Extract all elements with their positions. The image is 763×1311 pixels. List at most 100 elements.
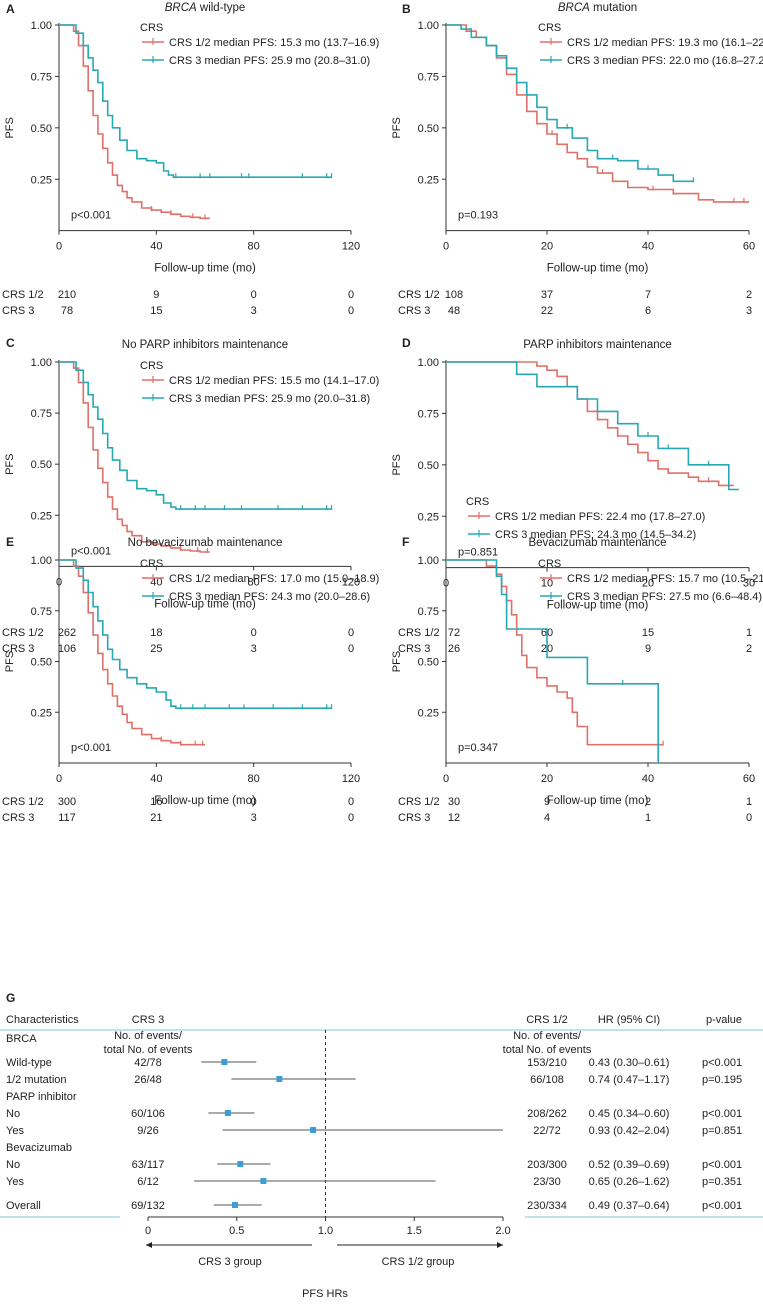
- km-panel-d: D PARP inhibitors maintenance 0.25 0.50 0.75…: [391, 336, 755, 655]
- legend-entry-crs3: CRS 3 median PFS: 24.3 mo (14.5–34.2): [495, 529, 696, 541]
- row-hr-ci: 0.43 (0.30–0.61): [589, 1057, 670, 1069]
- panel-letter: E: [6, 535, 14, 549]
- km-panel-c: C No PARP inhibitors maintenance 0.25 0.50 0…: [2, 336, 379, 655]
- x-tick-label: 20: [541, 773, 553, 785]
- risk-count: 7: [645, 289, 651, 301]
- legend-title: CRS: [140, 558, 163, 570]
- y-axis-label: PFS: [4, 651, 16, 672]
- row-crs3-events: 6/12: [137, 1176, 158, 1188]
- x-tick-label: 60: [743, 241, 755, 253]
- title-text: No bevacizumab maintenance: [128, 537, 283, 549]
- events-label-crs12-line2: total No. of events: [503, 1044, 592, 1056]
- x-tick-label: 40: [642, 241, 654, 253]
- header-crs3: CRS 3: [132, 1014, 164, 1026]
- km-curve-crs3: [59, 24, 332, 178]
- y-tick-label: 0.25: [418, 174, 439, 186]
- y-tick-label: 0.50: [418, 123, 439, 135]
- risk-row-label: CRS 1/2: [398, 627, 440, 639]
- x-tick-label: 40: [150, 773, 162, 785]
- hr-marker: [260, 1178, 267, 1184]
- row-pvalue: p=0.195: [702, 1074, 742, 1086]
- p-value: p=0.851: [458, 547, 498, 559]
- risk-count: 48: [448, 305, 460, 317]
- row-hr-ci: 0.65 (0.26–1.62): [589, 1176, 670, 1188]
- row-crs3-events: 60/106: [131, 1108, 165, 1120]
- y-tick-label: 0.75: [31, 606, 52, 618]
- risk-count: 22: [541, 305, 553, 317]
- title-text: PARP inhibitors maintenance: [523, 339, 672, 351]
- km-curve-crs3: [446, 361, 739, 491]
- p-value: p=0.193: [458, 210, 498, 222]
- y-tick-label: 1.00: [418, 20, 439, 32]
- km-curve-crs12: [59, 559, 205, 746]
- risk-count: 210: [58, 289, 76, 301]
- forest-tick-label: 1.0: [318, 1225, 333, 1237]
- row-crs12-events: 230/334: [527, 1200, 567, 1212]
- x-tick-label: 40: [150, 241, 162, 253]
- forest-x-label: PFS HRs: [302, 1288, 348, 1300]
- risk-row-label: CRS 3: [2, 812, 34, 824]
- row-crs3-events: 9/26: [137, 1125, 158, 1137]
- p-value: p<0.001: [71, 210, 111, 222]
- risk-row-label: CRS 1/2: [398, 796, 440, 808]
- legend-entry-crs12: CRS 1/2 median PFS: 22.4 mo (17.8–27.0): [495, 511, 705, 523]
- y-tick-label: 0.75: [418, 71, 439, 83]
- risk-count: 26: [448, 643, 460, 655]
- row-crs3-events: 42/78: [134, 1057, 162, 1069]
- y-tick-label: 0.75: [31, 408, 52, 420]
- risk-count: 12: [448, 812, 460, 824]
- risk-row-label: CRS 1/2: [2, 289, 44, 301]
- risk-count: 0: [348, 305, 354, 317]
- x-tick-label: 0: [56, 241, 62, 253]
- title-italic: BRCA: [558, 2, 590, 14]
- km-curve-crs3: [446, 559, 659, 763]
- risk-count: 3: [746, 305, 752, 317]
- x-tick-label: 120: [342, 241, 360, 253]
- p-value: p<0.001: [71, 545, 111, 557]
- arrow-left-head: [146, 1242, 152, 1248]
- legend-entry-crs3: CRS 3 median PFS: 22.0 mo (16.8–27.2): [567, 55, 763, 67]
- y-tick-label: 0.50: [418, 657, 439, 669]
- panel-letter: D: [402, 336, 411, 350]
- y-tick-label: 0.25: [31, 707, 52, 719]
- row-crs3-events: 63/117: [132, 1159, 165, 1171]
- risk-count: 21: [150, 812, 162, 824]
- header-hr: HR (95% CI): [598, 1014, 660, 1026]
- risk-count: 25: [150, 643, 162, 655]
- risk-count: 0: [251, 796, 257, 808]
- forest-tick-label: 1.5: [407, 1225, 422, 1237]
- hr-marker: [221, 1059, 228, 1065]
- panel-title: PARP inhibitors maintenance: [523, 339, 672, 351]
- group-label: PARP inhibitor: [6, 1091, 77, 1103]
- y-tick-label: 1.00: [31, 357, 52, 369]
- risk-count: 0: [251, 627, 257, 639]
- km-curve-crs3: [59, 361, 332, 510]
- legend-title: CRS: [538, 558, 561, 570]
- row-pvalue: p<0.001: [702, 1057, 742, 1069]
- y-tick-label: 0.50: [418, 460, 439, 472]
- group-label: Bevacizumab: [6, 1142, 72, 1154]
- row-crs12-events: 208/262: [527, 1108, 567, 1120]
- row-crs3-events: 69/132: [131, 1200, 165, 1212]
- row-crs12-events: 22/72: [533, 1125, 561, 1137]
- y-tick-label: 0.25: [31, 510, 52, 522]
- y-tick-label: 0.25: [31, 174, 52, 186]
- row-pvalue: p=0.851: [702, 1125, 742, 1137]
- forest-tick-label: 2.0: [495, 1225, 510, 1237]
- x-axis-label: Follow-up time (mo): [547, 795, 649, 807]
- row-pvalue: p<0.001: [702, 1108, 742, 1120]
- risk-count: 0: [348, 643, 354, 655]
- risk-count: 0: [251, 289, 257, 301]
- risk-count: 15: [150, 305, 162, 317]
- y-tick-label: 0.75: [31, 71, 52, 83]
- row-hr-ci: 0.52 (0.39–0.69): [589, 1159, 670, 1171]
- y-axis-label: PFS: [4, 117, 16, 138]
- x-axis-label: Follow-up time (mo): [547, 263, 649, 275]
- x-axis-label: Follow-up time (mo): [547, 600, 649, 612]
- panel-letter: F: [402, 535, 409, 549]
- y-tick-label: 0.75: [418, 606, 439, 618]
- panel-title: BRCA wild-type: [165, 2, 246, 14]
- y-tick-label: 0.25: [418, 511, 439, 523]
- risk-count: 0: [348, 812, 354, 824]
- legend-entry-crs3: CRS 3 median PFS: 27.5 mo (6.6–48.4): [567, 591, 762, 603]
